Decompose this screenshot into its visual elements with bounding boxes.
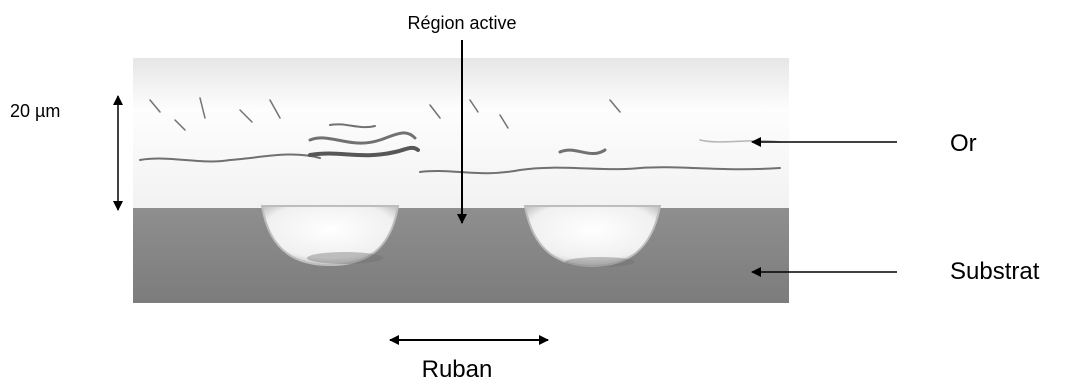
ribbon-left <box>260 205 400 267</box>
ribbon-label: Ruban <box>422 356 493 383</box>
active-region-label: Région active <box>407 13 516 33</box>
thickness-label: 20 µm <box>10 101 60 121</box>
substrate-label: Substrat <box>950 258 1040 285</box>
ribbon-right <box>523 205 662 268</box>
gold-texture <box>139 97 781 175</box>
gold-label: Or <box>950 130 977 157</box>
